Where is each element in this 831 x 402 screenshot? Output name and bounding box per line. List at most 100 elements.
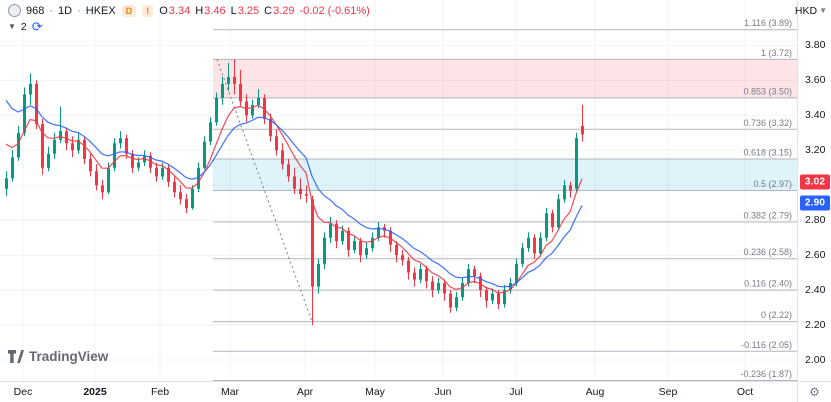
ma-fast-line[interactable] xyxy=(5,104,583,294)
candle xyxy=(317,263,320,287)
candle xyxy=(479,276,482,291)
candle xyxy=(497,293,500,305)
currency-selector[interactable]: HKD ▼ xyxy=(795,5,827,17)
fib-label: 0.853 (3.50) xyxy=(743,86,792,96)
indicator-count[interactable]: 2 xyxy=(20,20,27,33)
candle xyxy=(137,162,140,168)
close-value: 3.29 xyxy=(273,4,295,17)
candle xyxy=(365,248,368,256)
candle xyxy=(131,153,134,168)
fib-levels[interactable]: 1.116 (3.89) 1 (3.72) 0.853 (3.50) 0.736 (3… xyxy=(213,18,797,381)
alert-badge[interactable]: ! xyxy=(142,4,154,17)
open-label: O xyxy=(159,4,168,17)
price-tick: 2.60 xyxy=(805,249,826,262)
candle xyxy=(11,157,14,179)
price-badge: 2.90 xyxy=(800,195,830,211)
candle xyxy=(425,269,428,282)
price-tick: 3.20 xyxy=(805,144,826,157)
time-tick: Dec xyxy=(13,386,33,398)
candle xyxy=(341,230,344,242)
candle xyxy=(107,167,110,193)
candle xyxy=(503,290,506,305)
candle xyxy=(581,125,584,135)
candle xyxy=(185,199,188,208)
fib-label: 0.618 (3.15) xyxy=(743,148,792,158)
time-axis[interactable]: Dec 2025 Feb Mar Apr May Jun Jul Aug Sep Oct xyxy=(0,381,797,402)
fib-zones xyxy=(213,59,797,191)
candle xyxy=(485,290,488,301)
candle xyxy=(419,269,422,280)
fib-trend-line[interactable] xyxy=(216,59,313,322)
fib-label: 1.116 (3.89) xyxy=(744,18,792,28)
fib-label: 0.236 (2.58) xyxy=(743,247,792,257)
watermark-text: TradingView xyxy=(29,349,109,364)
time-tick: 2025 xyxy=(83,386,107,398)
interval-button[interactable]: 1D xyxy=(58,4,73,17)
candle xyxy=(299,188,302,194)
candle xyxy=(395,244,398,256)
candle xyxy=(401,255,404,261)
ma-slow-line[interactable] xyxy=(5,100,583,288)
symbol-name[interactable]: 968 xyxy=(26,4,45,17)
candle xyxy=(95,171,98,186)
candle xyxy=(377,227,380,238)
price-axis[interactable]: HKD ▼ 3.80 3.60 3.40 3.20 2.80 2.60 2.40 2.20 2.… xyxy=(795,0,831,381)
candle xyxy=(515,263,518,284)
candle xyxy=(53,139,56,154)
candle xyxy=(17,132,20,158)
candle xyxy=(275,136,278,151)
exchange-label: HKEX xyxy=(85,4,116,17)
candle xyxy=(23,94,26,133)
time-tick: May xyxy=(365,386,385,398)
candle xyxy=(71,143,74,151)
chart-canvas[interactable]: 1.116 (3.89) 1 (3.72) 0.853 (3.50) 0.736 (3… xyxy=(0,0,797,381)
candle xyxy=(155,167,158,177)
gear-icon[interactable]: ⚙ xyxy=(809,385,820,399)
candle xyxy=(179,192,182,200)
delayed-data-badge[interactable]: D xyxy=(121,4,137,17)
price-tick: 2.80 xyxy=(805,214,826,227)
candle xyxy=(539,237,542,254)
price-tick: 2.20 xyxy=(805,319,826,332)
candle xyxy=(371,237,374,249)
fib-label: 0.5 (2.97) xyxy=(753,179,792,189)
symbol-button[interactable]: 968 · 1D · HKEX xyxy=(8,4,116,17)
ohlc-readout: O 3.34 H 3.46 L 3.25 C 3.29 -0.02 (-0.61%) xyxy=(159,5,370,17)
open-value: 3.34 xyxy=(168,4,191,17)
candle xyxy=(569,185,572,191)
grid xyxy=(0,0,797,381)
candle xyxy=(47,153,50,168)
candle xyxy=(233,76,236,84)
price-tick: 3.60 xyxy=(805,74,826,87)
fib-label: -0.116 (2.05) xyxy=(741,340,792,350)
candle xyxy=(209,122,212,142)
fib-label: 0.116 (2.40) xyxy=(744,279,792,289)
time-tick: Jun xyxy=(434,386,452,398)
candle xyxy=(5,178,8,189)
separator: · xyxy=(77,4,81,17)
change-value: -0.02 (-0.61%) xyxy=(299,4,370,17)
candle xyxy=(563,185,566,200)
high-value: 3.46 xyxy=(204,4,226,17)
low-label: L xyxy=(230,4,237,17)
price-badge: 3.02 xyxy=(800,174,830,190)
candle xyxy=(293,176,296,189)
candle xyxy=(29,83,32,95)
fib-label: 0.736 (3.32) xyxy=(743,118,792,128)
candle xyxy=(59,131,62,140)
chevron-down-icon[interactable]: ▼ xyxy=(8,21,16,31)
price-tick: 2.00 xyxy=(805,354,826,367)
candle xyxy=(191,188,194,208)
sync-icon[interactable]: ⟳ xyxy=(31,19,43,34)
fib-zone xyxy=(213,159,797,191)
fib-label: 0.382 (2.79) xyxy=(743,211,792,221)
candle xyxy=(533,237,536,254)
candle xyxy=(461,283,464,298)
candle xyxy=(65,131,68,144)
candle xyxy=(431,281,434,291)
currency-label[interactable]: HKD xyxy=(794,5,818,17)
price-tick: 3.80 xyxy=(805,39,826,52)
price-tick: 3.40 xyxy=(805,109,826,122)
candle xyxy=(473,269,476,277)
